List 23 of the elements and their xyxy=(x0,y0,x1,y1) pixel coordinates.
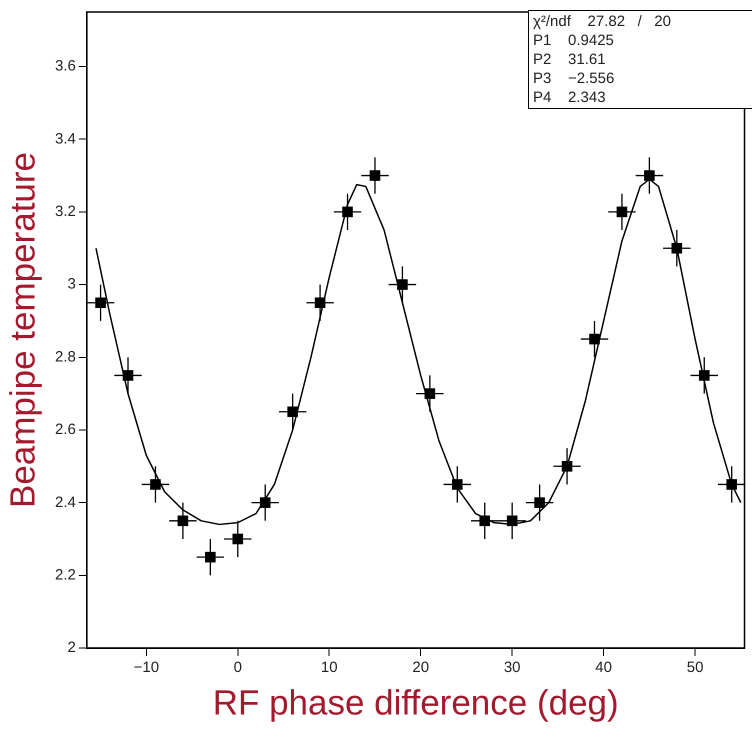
x-tick-label: −10 xyxy=(134,659,160,676)
y-tick-label: 2.4 xyxy=(54,494,76,511)
y-tick-label: 3.6 xyxy=(54,58,76,75)
y-tick-label: 3.4 xyxy=(54,130,76,148)
x-tick-label: 20 xyxy=(412,659,430,676)
annotation: P3 −2.556 xyxy=(533,69,616,88)
x-axis-title: RF phase difference (deg) xyxy=(212,684,619,723)
y-tick-label: 3.2 xyxy=(54,203,76,220)
y-tick-label: 3 xyxy=(68,276,76,293)
y-tick-label: 2.6 xyxy=(54,421,76,438)
annotation: χ²/ndf 27.82 / 20 xyxy=(533,12,672,31)
x-tick-label: 30 xyxy=(504,659,521,676)
annotation: P1 0.9425 xyxy=(533,31,615,50)
annotation: P2 31.61 xyxy=(533,50,607,69)
x-tick-label: 10 xyxy=(320,659,338,676)
y-tick-label: 2.2 xyxy=(54,566,76,584)
y-tick-label: 2 xyxy=(68,639,76,656)
x-tick-label: 0 xyxy=(234,659,242,676)
annotation: P4 2.343 xyxy=(533,88,607,107)
x-tick-label: 50 xyxy=(686,659,704,676)
y-axis-title: Beampipe temperature xyxy=(4,152,43,508)
y-tick-label: 2.8 xyxy=(54,348,76,366)
x-tick-label: 40 xyxy=(595,659,612,676)
